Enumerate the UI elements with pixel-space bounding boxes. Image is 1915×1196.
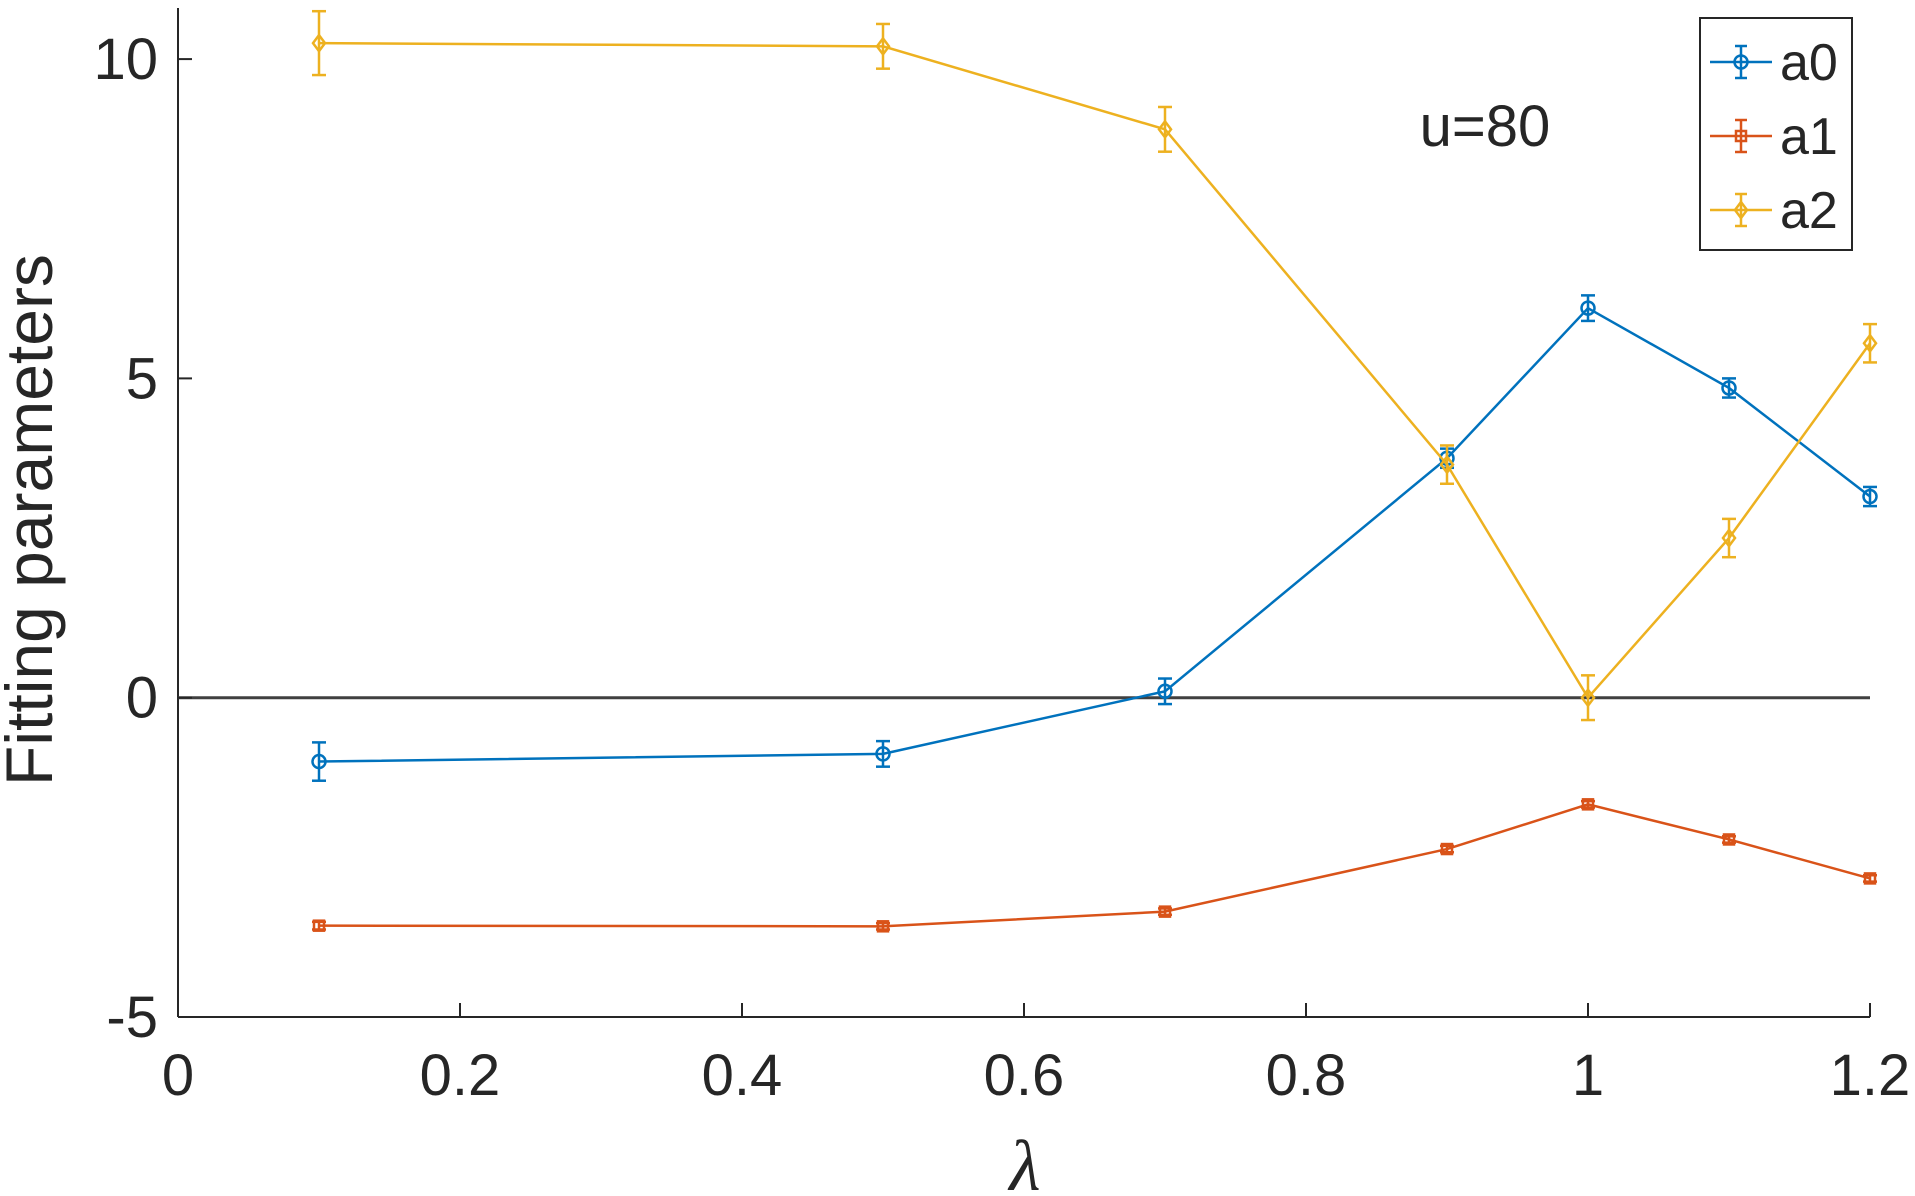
data-point-a0: [1580, 300, 1596, 316]
y-tick-label: 0: [126, 666, 158, 731]
data-point-a2: [1862, 333, 1878, 354]
legend-label: a0: [1780, 34, 1838, 92]
legend: a0 a1 a2: [1699, 17, 1853, 251]
series-a2: [311, 9, 1878, 722]
y-tick-label: -5: [106, 985, 158, 1050]
x-axis-ticks: 0 0.2 0.4 0.6 0.8 1 1.2: [162, 1003, 1910, 1108]
x-tick-label: 1.2: [1830, 1043, 1911, 1108]
series-a0: [311, 294, 1878, 782]
data-point-a0: [875, 746, 891, 762]
legend-box: [1699, 17, 1853, 251]
plot-area: [177, 8, 1878, 1018]
data-point-a1: [876, 920, 890, 933]
data-point-a0: [1862, 488, 1878, 505]
legend-marker: [1733, 54, 1749, 70]
y-axis-ticks: -5 0 5 10: [93, 27, 192, 1050]
data-point-a2: [1157, 119, 1173, 140]
data-point-a1: [1863, 872, 1877, 885]
legend-label: a2: [1780, 182, 1838, 240]
data-point-a2: [875, 36, 891, 57]
legend-marker: [1734, 129, 1748, 143]
x-tick-label: 1: [1572, 1043, 1604, 1108]
legend-item-a1: a1: [1710, 108, 1838, 166]
data-point-a1: [1440, 842, 1454, 856]
series-line-a0: [318, 306, 1871, 763]
data-point-a2: [1721, 527, 1737, 549]
data-point-a0: [311, 753, 327, 770]
legend-item-a2: a2: [1710, 182, 1838, 240]
data-point-a0: [1721, 380, 1737, 396]
data-point-a0: [1157, 683, 1173, 700]
series-line-a1: [318, 803, 1871, 928]
series-line-a2: [318, 41, 1872, 700]
legend-item-a0: a0: [1710, 34, 1838, 92]
x-tick-label: 0.2: [420, 1043, 501, 1108]
data-point-a2: [311, 33, 327, 54]
data-point-a1: [1581, 798, 1595, 811]
x-tick-label: 0.4: [702, 1043, 783, 1108]
series-a1: [312, 798, 1877, 933]
x-tick-label: 0.6: [984, 1043, 1065, 1108]
y-tick-label: 5: [126, 346, 158, 411]
x-tick-label: 0.8: [1266, 1043, 1347, 1108]
x-tick-label: 0: [162, 1043, 194, 1108]
data-point-a2: [1439, 454, 1455, 475]
legend-label: a1: [1780, 108, 1838, 166]
y-tick-label: 10: [93, 27, 158, 92]
annotation-text: u=80: [1420, 94, 1551, 159]
data-point-a1: [1158, 905, 1172, 918]
legend-marker: [1733, 199, 1749, 221]
y-axis-title: Fitting parameters: [0, 254, 66, 786]
x-axis-title: λ: [1007, 1126, 1040, 1196]
data-point-a1: [1722, 833, 1736, 846]
data-point-a1: [312, 919, 326, 932]
data-point-a2: [1580, 687, 1596, 708]
